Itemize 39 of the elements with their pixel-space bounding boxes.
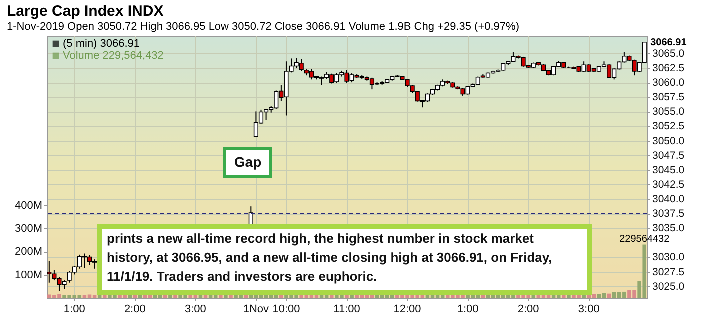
y-tick-label: 3065.0 (652, 48, 685, 60)
candlestick (248, 206, 254, 226)
x-tick-label: 12:00 (394, 304, 422, 316)
text: 3066.91 (650, 37, 687, 48)
x-tick-label: 10:00 (272, 304, 300, 316)
y-tick-label: 3035.0 (652, 222, 685, 235)
x-tick-label: 1:00 (64, 304, 86, 316)
chart-title: Large Cap Index INDX (7, 3, 164, 20)
x-tick-label: 1:00 (457, 304, 479, 316)
chart-subtitle: 1-Nov-2019 Open 3050.72 High 3066.95 Low 3050.72 Close 3066.91 Volume 1.9B Chg +29.35 (+0.97%) (7, 21, 520, 33)
y-tick-label: 3045.0 (652, 164, 685, 176)
y2-tick-label: 300M (14, 222, 42, 235)
x-tick-label: 2:00 (518, 304, 540, 316)
y-tick-label: 3062.5 (652, 62, 685, 75)
y-tick-label: 3042.5 (652, 178, 685, 191)
y-tick-label: 3025.0 (652, 280, 685, 293)
y2-tick-label: 200M (14, 246, 42, 258)
y2-tick-label: 100M (14, 269, 42, 282)
x-tick-label: 3:00 (578, 304, 600, 316)
x-tick-label: 2:00 (124, 304, 146, 316)
y-tick-label: 3047.5 (652, 150, 685, 162)
legend-label: (5 min) 3066.91 (63, 38, 140, 50)
text: Volume 229,564,432 (63, 50, 164, 62)
y-tick-label: 3052.5 (652, 120, 685, 133)
data-label: 229564432 (620, 234, 670, 245)
y-tick-label: 3027.5 (652, 266, 685, 278)
y-tick-label: 3050.0 (652, 135, 685, 148)
x-tick-label: 1Nov (243, 304, 270, 316)
y-tick-label: 3055.0 (652, 106, 685, 118)
y-tick-label: 3037.5 (652, 208, 685, 220)
annotation: Gap (234, 154, 262, 170)
y-tick-label: 3040.0 (652, 194, 685, 206)
y2-tick-label: 400M (14, 200, 42, 212)
y-tick-label: 3030.0 (652, 252, 685, 264)
y-tick-label: 3060.0 (652, 77, 685, 90)
x-tick-label: 3:00 (184, 304, 206, 316)
x-tick-label: 11:00 (334, 304, 360, 316)
annotation: prints a new all-time record high, the highest number in stock market history, at 3066.95, and a new all-time closing high at 3066.91, on Friday, 11/1/19. Traders and investors are euphoric. (107, 231, 552, 284)
y-tick-label: 3057.5 (652, 92, 685, 104)
